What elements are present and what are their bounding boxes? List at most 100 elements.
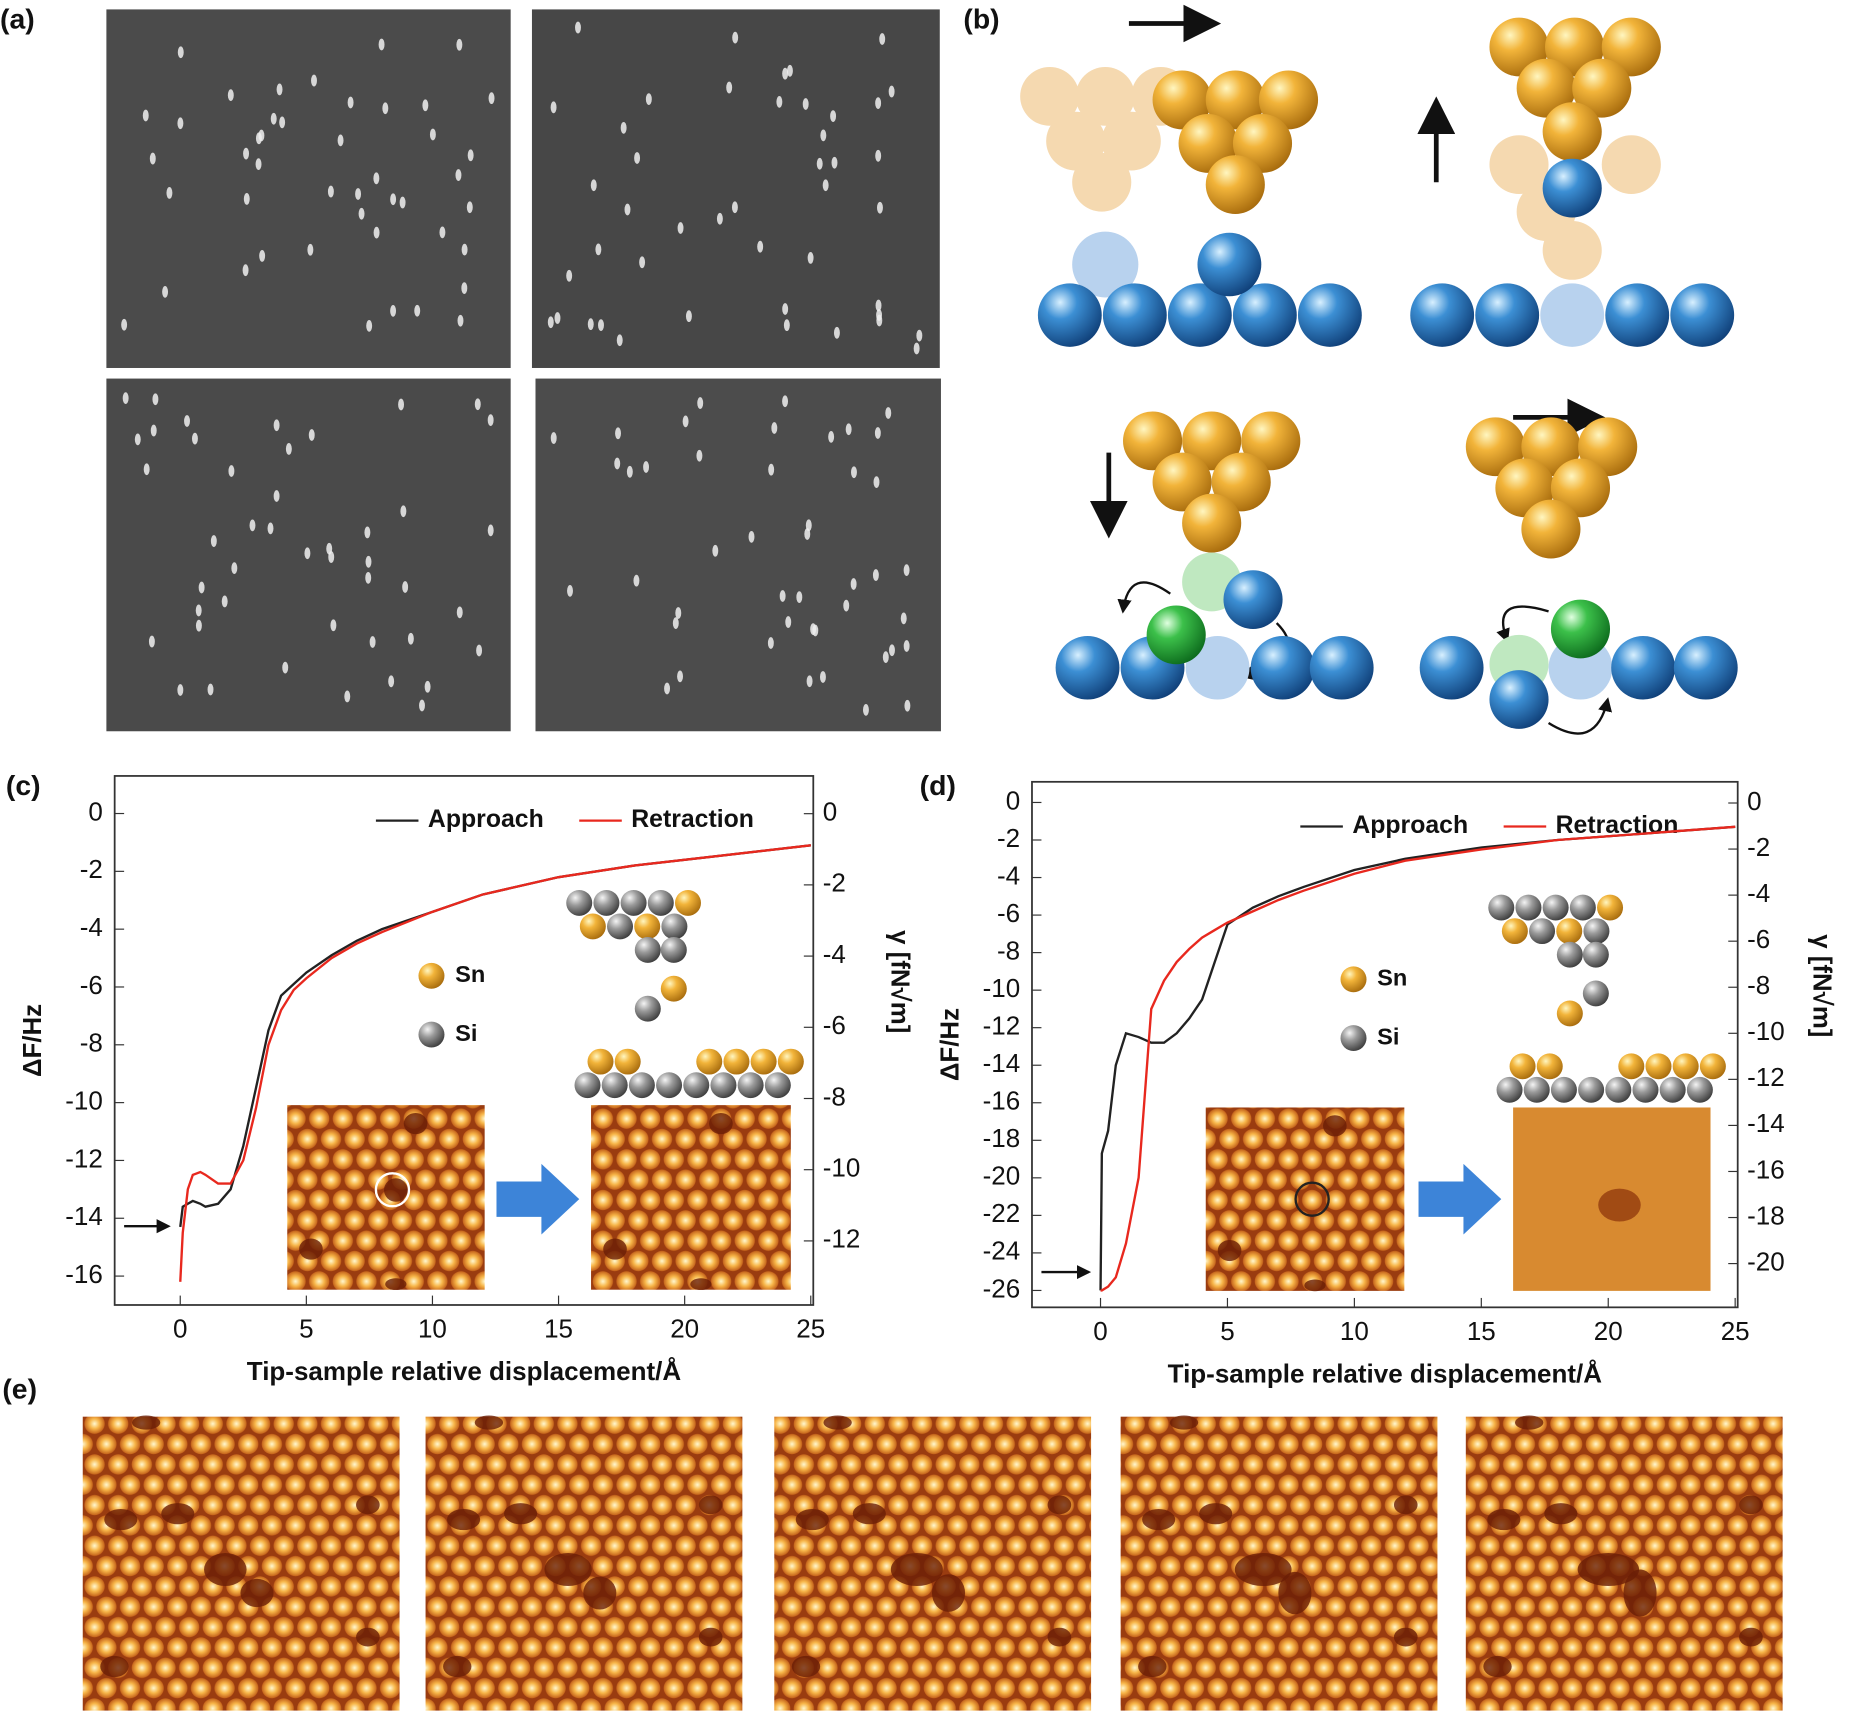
atom: [1340, 1025, 1367, 1052]
atom: [1152, 452, 1212, 512]
adatom: [877, 201, 883, 214]
adatom: [308, 429, 315, 441]
y2-tick-label: -14: [1747, 1110, 1785, 1138]
atom: [1075, 67, 1135, 126]
adatom: [327, 185, 334, 198]
adatom: [786, 64, 793, 77]
adatom: [390, 304, 397, 317]
adatom: [487, 524, 494, 537]
atom: [1673, 636, 1738, 700]
adatom: [419, 699, 425, 712]
atom: [1509, 1053, 1536, 1080]
annotation: Si: [1377, 1023, 1399, 1049]
atom: [1601, 17, 1661, 77]
defect: [1577, 1553, 1640, 1586]
adatom: [366, 320, 373, 332]
atom: [607, 913, 634, 940]
atom: [660, 937, 687, 963]
adatom: [731, 201, 738, 214]
defect: [1487, 1508, 1521, 1531]
atom: [1686, 1076, 1713, 1103]
defect: [1393, 1495, 1418, 1515]
adatom: [816, 157, 823, 170]
x-tick-label: 25: [796, 1316, 825, 1344]
x-tick-label: 5: [1220, 1318, 1234, 1346]
adatom: [330, 619, 337, 632]
legend-label: Approach: [428, 806, 544, 833]
atom: [777, 1048, 804, 1075]
atom: [1185, 636, 1250, 700]
atom: [1569, 894, 1596, 921]
atom: [1583, 918, 1610, 945]
adatom: [474, 398, 481, 411]
atom: [1542, 158, 1602, 218]
defect: [356, 1627, 380, 1647]
x-tick-label: 20: [670, 1316, 699, 1344]
atom: [1542, 102, 1602, 162]
defect: [852, 1503, 886, 1525]
defect: [1739, 1627, 1763, 1647]
atom: [1072, 231, 1139, 298]
adatom: [779, 590, 786, 602]
adatom: [273, 419, 280, 432]
adatom: [785, 616, 792, 628]
atom: [1670, 283, 1735, 347]
adatom: [782, 67, 789, 80]
adatom: [461, 243, 468, 256]
defect: [1047, 1495, 1072, 1515]
adatom: [402, 581, 409, 593]
atom: [1523, 1076, 1550, 1103]
adatom: [554, 312, 561, 324]
adatom: [875, 299, 882, 312]
y-tick-label: -12: [983, 1013, 1021, 1041]
y2-tick-label: -12: [823, 1226, 861, 1254]
adatom: [267, 522, 274, 535]
y2-tick-label: -8: [823, 1083, 846, 1111]
atom: [1699, 1053, 1726, 1080]
panel-label: (a): [0, 3, 35, 35]
stm-image: [531, 9, 940, 368]
adatom: [712, 544, 719, 557]
plot-frame: [1031, 780, 1739, 1309]
defect: [1544, 1503, 1578, 1525]
adatom: [326, 542, 333, 555]
atom: [1542, 221, 1602, 280]
y-tick-label: -4: [80, 914, 103, 942]
atom: [750, 1048, 777, 1075]
adatom: [439, 226, 446, 239]
adatom: [672, 617, 679, 629]
adatom: [904, 699, 911, 712]
atom: [1632, 1076, 1659, 1103]
atom: [764, 1072, 791, 1099]
adatom: [872, 569, 879, 581]
adatom: [843, 599, 850, 612]
atom: [614, 1048, 641, 1075]
adatom: [152, 393, 159, 406]
atom: [1037, 283, 1102, 347]
adatom: [620, 121, 627, 134]
adatom: [633, 574, 640, 587]
defect: [1169, 1415, 1199, 1430]
adatom: [828, 430, 835, 443]
adatom: [195, 604, 202, 617]
atom: [1258, 70, 1319, 130]
x-tick-label: 5: [299, 1316, 313, 1344]
y2-axis-label: γ [fN√m]: [1808, 934, 1836, 1037]
atom: [1542, 894, 1569, 921]
atom: [1055, 636, 1120, 700]
adatom: [373, 172, 380, 185]
marker-circle: [1294, 1181, 1330, 1217]
atom: [1211, 452, 1271, 512]
atom: [1605, 1076, 1632, 1103]
y2-tick-label: -4: [823, 941, 846, 969]
adatom: [771, 422, 778, 434]
atom: [1488, 894, 1515, 921]
adatom: [643, 461, 650, 473]
y-tick-label: -20: [983, 1163, 1021, 1191]
defect: [931, 1574, 966, 1612]
y2-tick-label: -6: [1747, 926, 1770, 954]
defect: [104, 1508, 138, 1531]
adatom: [150, 424, 157, 437]
adatom: [177, 117, 184, 130]
